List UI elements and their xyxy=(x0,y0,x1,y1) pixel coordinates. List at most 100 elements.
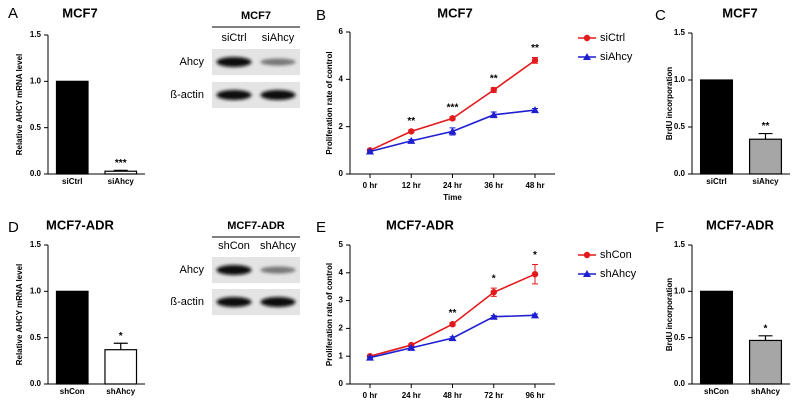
chart-title: MCF7-ADR xyxy=(46,217,114,232)
marker xyxy=(449,115,456,122)
panel-letter: C xyxy=(655,7,666,24)
y-axis-label: BrdU incorporation xyxy=(665,67,674,140)
marker xyxy=(449,321,456,328)
lane-label: siCtrl xyxy=(221,32,246,44)
marker xyxy=(407,136,416,144)
blot-band xyxy=(260,297,296,307)
blot-band xyxy=(260,266,296,274)
marker xyxy=(583,251,591,259)
blot-band xyxy=(216,265,252,275)
y-tick-label: 0 xyxy=(339,169,344,178)
significance: * xyxy=(492,274,496,285)
x-tick-label: shCon xyxy=(60,387,85,396)
significance: ** xyxy=(762,121,770,132)
y-tick-label: 0.5 xyxy=(30,333,42,342)
error-bar xyxy=(758,132,773,140)
significance: * xyxy=(533,250,537,261)
blot-title: MCF7-ADR xyxy=(227,220,284,232)
marker xyxy=(366,353,374,361)
lane-label: shAhcy xyxy=(260,240,297,252)
blot-band xyxy=(216,90,252,100)
marker xyxy=(366,147,374,155)
y-tick-label: 0.5 xyxy=(674,333,686,342)
marker xyxy=(489,312,498,320)
bar xyxy=(55,290,89,385)
x-tick-label: shCon xyxy=(704,387,729,396)
bar xyxy=(699,290,734,385)
marker xyxy=(583,53,591,60)
x-tick-label: siAhcy xyxy=(108,177,135,186)
chart-title: MCF7 xyxy=(437,5,472,20)
significance: * xyxy=(119,331,123,342)
significance: *** xyxy=(115,158,127,169)
x-axis-label: Time xyxy=(443,193,462,202)
y-tick-label: 4 xyxy=(339,268,344,277)
x-tick-label: siAhcy xyxy=(752,177,779,186)
error-bar xyxy=(113,342,128,350)
bar xyxy=(699,79,734,175)
legend-label: siCtrl xyxy=(600,32,625,44)
chart-title: MCF7-ADR xyxy=(386,217,454,232)
legend-label: shAhcy xyxy=(600,268,637,280)
y-tick-label: 4 xyxy=(339,74,344,83)
x-tick-label: 24 hr xyxy=(443,181,462,190)
blot-title: MCF7 xyxy=(241,10,271,22)
bar xyxy=(748,138,783,175)
lane-label: siAhcy xyxy=(262,32,295,44)
y-tick-label: 1.5 xyxy=(674,28,686,37)
error-bar xyxy=(113,169,128,172)
row-label: Ahcy xyxy=(180,56,205,68)
marker xyxy=(531,106,539,114)
significance: * xyxy=(764,323,768,334)
row-label: ß-actin xyxy=(170,296,204,308)
marker xyxy=(490,86,497,94)
lane-label: shCon xyxy=(218,240,250,252)
significance: ** xyxy=(531,43,539,54)
y-tick-label: 6 xyxy=(339,27,344,36)
y-tick-label: 0.5 xyxy=(674,122,686,131)
marker xyxy=(408,128,415,135)
x-tick-label: 24 hr xyxy=(402,391,421,400)
bar xyxy=(104,349,138,385)
marker xyxy=(448,127,457,135)
bar xyxy=(104,170,138,175)
y-tick-label: 0 xyxy=(339,379,344,388)
significance: *** xyxy=(447,102,459,113)
y-tick-label: 5 xyxy=(339,240,344,249)
legend-label: shCon xyxy=(600,249,632,261)
y-tick-label: 1.5 xyxy=(674,240,686,249)
panel-letter: F xyxy=(655,219,664,236)
y-tick-label: 0.0 xyxy=(674,169,686,178)
panel-letter: B xyxy=(316,7,326,24)
y-tick-label: 1 xyxy=(339,351,344,360)
x-tick-label: siCtrl xyxy=(706,177,726,186)
x-tick-label: 72 hr xyxy=(484,391,503,400)
bar xyxy=(748,339,783,385)
y-tick-label: 3 xyxy=(339,296,344,305)
y-axis-label: Relative AHCY mRNA level xyxy=(15,54,24,156)
x-tick-label: 48 hr xyxy=(443,391,462,400)
legend-label: siAhcy xyxy=(600,51,633,63)
x-tick-label: 48 hr xyxy=(525,181,544,190)
x-tick-label: shAhcy xyxy=(106,387,135,396)
y-axis-label: Proliferation rate of control xyxy=(325,263,334,366)
x-tick-label: 12 hr xyxy=(402,181,421,190)
x-tick-label: shAhcy xyxy=(751,387,780,396)
x-tick-label: 0 hr xyxy=(363,181,378,190)
y-axis-label: Proliferation rate of control xyxy=(325,51,334,154)
y-tick-label: 0.0 xyxy=(30,379,42,388)
y-axis-label: Relative AHCY mRNA level xyxy=(15,264,24,366)
y-tick-label: 0.0 xyxy=(674,379,686,388)
significance: ** xyxy=(407,116,415,127)
panel-letter: E xyxy=(316,219,326,236)
error-bar xyxy=(758,335,773,341)
y-tick-label: 2 xyxy=(339,122,344,131)
y-tick-label: 1.0 xyxy=(30,76,42,85)
significance: ** xyxy=(490,73,498,84)
marker xyxy=(490,289,497,296)
marker xyxy=(583,34,591,42)
chart-title: MCF7-ADR xyxy=(706,217,774,232)
marker xyxy=(407,343,416,351)
x-tick-label: 96 hr xyxy=(525,391,544,400)
